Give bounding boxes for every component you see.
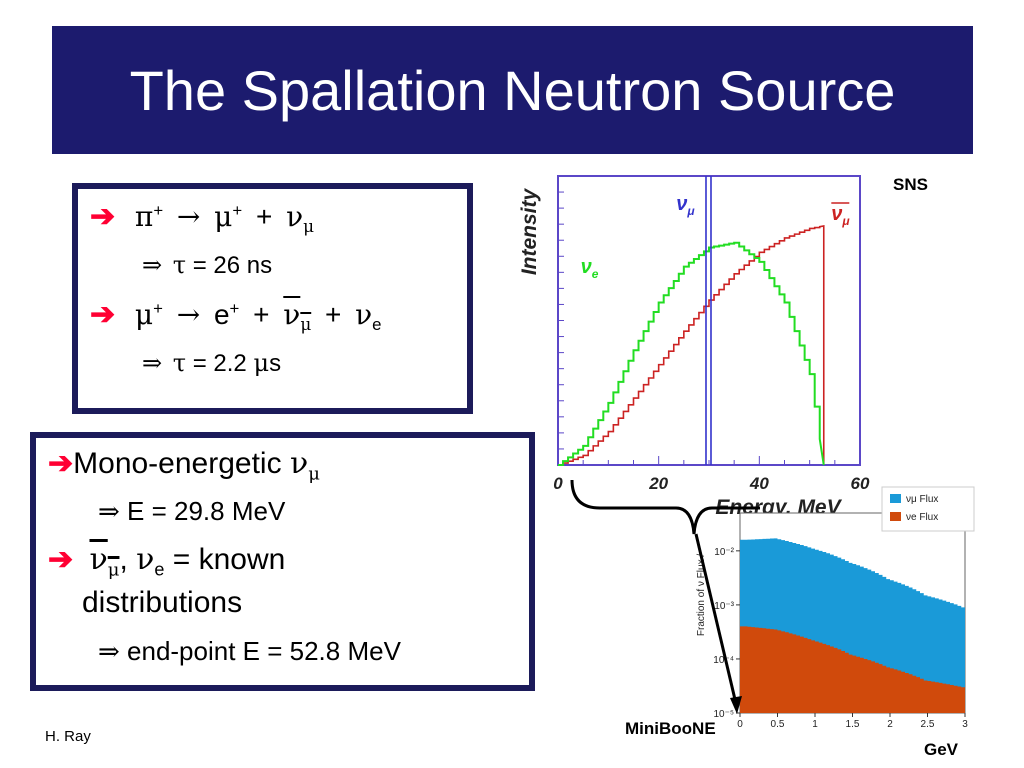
x-tick-label: 1.5 (846, 719, 860, 730)
x-tick-label: 0.5 (771, 719, 785, 730)
bullet-arrow-icon: ➔ (90, 298, 116, 331)
bullet-arrow-icon: ➔ (90, 200, 116, 233)
known-distributions-continued: distributions (82, 586, 243, 619)
mono-energy-value: ⇒ E = 29.8 MeV (98, 496, 286, 527)
title-bar: The Spallation Neutron Source (52, 26, 973, 154)
x-tick-label: 0 (737, 719, 743, 730)
x-tick-label: 3 (962, 719, 968, 730)
x-tick-label: 60 (851, 474, 870, 493)
y-tick-label: 10⁻³ (714, 601, 734, 612)
gev-label: GeV (924, 740, 959, 759)
x-tick-label: 40 (749, 474, 769, 493)
bullet-arrow-icon: ➔ (48, 447, 74, 480)
sns-label: SNS (893, 175, 928, 194)
known-distributions-line: ➔ νμ, νe = known (48, 542, 286, 581)
legend-entry: νe Flux (906, 512, 938, 523)
miniboone-legend: νμ Flux νe Flux (881, 486, 975, 532)
legend-entry: νμ Flux (906, 494, 938, 505)
bullet-arrow-icon: ➔ (48, 543, 74, 576)
decay-line-pion: ➔ π+ → μ+ + νμ (90, 200, 315, 236)
author-label: H. Ray (45, 728, 91, 745)
series-label-numubar: νμ (831, 203, 850, 228)
end-point-value: ⇒ end-point E = 52.8 MeV (98, 636, 401, 667)
decay-box: ➔ π+ → μ+ + νμ ⇒ τ = 26 ns ➔ μ+ → e+ + ν… (72, 183, 473, 414)
series-label-numu: νμ (676, 193, 695, 218)
miniboone-label: MiniBooNE (625, 719, 716, 738)
miniboone-flux-chart: 0 0.5 1 1.5 2 2.5 3 10⁻² 10⁻³ 10⁻⁴ 10⁻⁵ Fraction of… (696, 486, 975, 730)
legend-swatch (890, 512, 901, 521)
slide-title: The Spallation Neutron Source (129, 58, 896, 122)
x-tick-label: 1 (812, 719, 818, 730)
x-tick-label: 0 (553, 474, 563, 493)
series-numubar-curve (558, 225, 825, 466)
legend-swatch (890, 494, 901, 503)
series-label-nue: νe (581, 256, 599, 281)
x-tick-label: 2 (887, 719, 893, 730)
muon-lifetime: ⇒ τ = 2.2 μs (142, 349, 282, 377)
series-nue-curve (558, 241, 825, 466)
series-nue-flux-area (740, 626, 965, 713)
mono-energetic-line: ➔Mono-energetic νμ (48, 446, 320, 485)
y-tick-label: 10⁻⁴ (713, 655, 734, 666)
decay-line-muon: ➔ μ+ → e+ + νμ + νe (90, 298, 382, 334)
y-tick-label: 10⁻² (714, 547, 734, 558)
brace-connector (570, 479, 760, 714)
pion-lifetime: ⇒ τ = 26 ns (142, 251, 273, 279)
neutrino-box: ➔Mono-energetic νμ ⇒ E = 29.8 MeV ➔ νμ, … (30, 432, 535, 691)
sns-plot-frame (557, 175, 861, 466)
x-tick-label: 20 (648, 474, 668, 493)
y-axis-label: Fraction of ν Flux / (696, 554, 707, 636)
y-tick-label: 10⁻⁵ (713, 709, 734, 720)
y-axis-label: Intensity (518, 188, 541, 276)
x-tick-label: 2.5 (921, 719, 935, 730)
